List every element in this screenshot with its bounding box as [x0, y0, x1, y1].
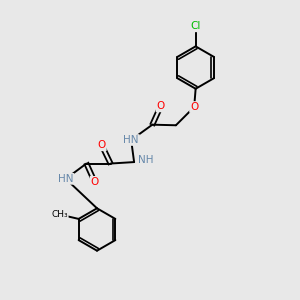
Text: O: O	[98, 140, 106, 150]
Text: O: O	[91, 177, 99, 187]
Text: Cl: Cl	[190, 21, 201, 31]
Text: CH₃: CH₃	[52, 210, 68, 219]
Text: HN: HN	[123, 135, 139, 145]
Text: HN: HN	[58, 174, 74, 184]
Text: O: O	[190, 102, 198, 112]
Text: O: O	[157, 101, 165, 111]
Text: NH: NH	[137, 155, 153, 165]
